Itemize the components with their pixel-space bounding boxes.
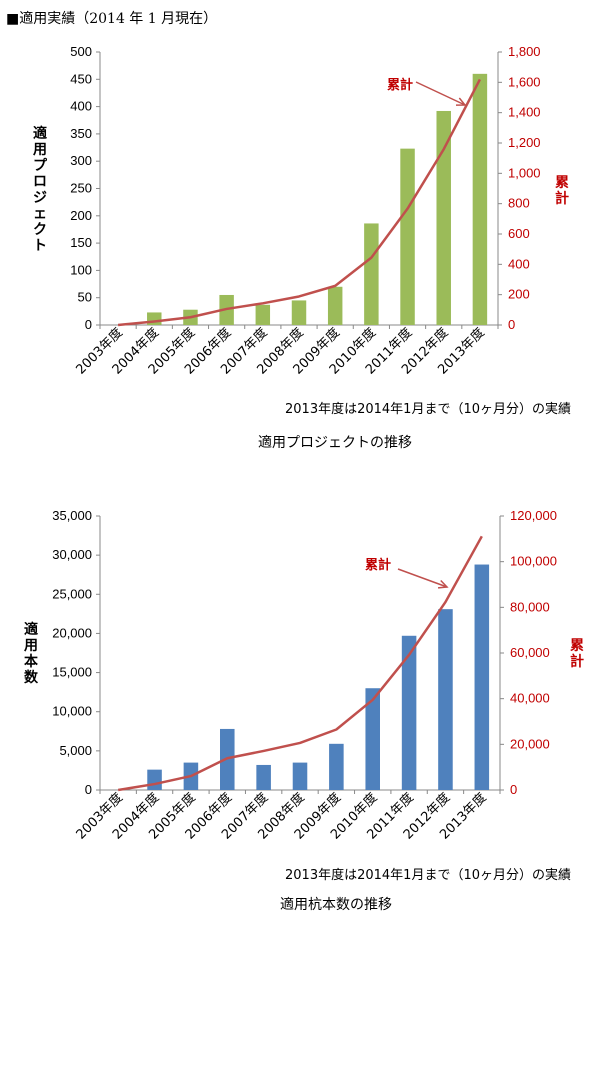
bar <box>472 73 488 325</box>
bar <box>327 286 343 325</box>
right-tick-label: 40,000 <box>510 691 550 706</box>
bar <box>292 762 308 790</box>
chart-caption: 適用プロジェクトの推移 <box>258 435 412 451</box>
chart-note: 2013年度は2014年1月まで（10ヶ月分）の実績 <box>285 868 571 883</box>
left-tick-label: 500 <box>70 44 92 59</box>
left-tick-label: 100 <box>70 262 92 277</box>
right-tick-label: 400 <box>508 256 530 271</box>
cumulative-line <box>117 535 483 792</box>
right-tick-label: 100,000 <box>510 554 557 569</box>
bar <box>364 223 379 325</box>
right-tick-label: 1,800 <box>508 44 541 59</box>
pile-chart: 0 5,000 10,000 15,000 20,000 25,000 30,000 35,0… <box>0 500 600 920</box>
left-axis-label: 適用プロジェクト <box>33 126 47 254</box>
bar <box>400 148 415 325</box>
right-tick-label: 1,200 <box>508 135 541 150</box>
pile-chart-plot: 0 5,000 10,000 15,000 20,000 25,000 30,000 35,0… <box>52 508 557 843</box>
right-tick-label: 200 <box>508 287 530 302</box>
left-tick-label: 150 <box>70 235 92 250</box>
bar <box>329 743 344 790</box>
left-tick-label: 250 <box>70 181 92 196</box>
annotation-arrow-line <box>397 568 448 588</box>
bar <box>436 110 451 325</box>
right-tick-label: 60,000 <box>510 645 550 660</box>
right-tick-label: 600 <box>508 226 530 241</box>
bar <box>147 769 162 790</box>
left-tick-label: 10,000 <box>52 704 92 719</box>
left-tick-label: 0 <box>85 317 92 332</box>
right-tick-label: 20,000 <box>510 736 550 751</box>
bar <box>255 304 271 325</box>
cumulative-annotation: 累計 <box>365 558 392 573</box>
annotation-arrow-head <box>455 97 467 106</box>
chart-caption: 適用杭本数の推移 <box>280 897 392 913</box>
left-tick-label: 0 <box>85 782 92 797</box>
left-tick-label: 35,000 <box>52 508 92 523</box>
chart-note: 2013年度は2014年1月まで（10ヶ月分）の実績 <box>285 402 571 417</box>
cumulative-line <box>117 78 482 327</box>
annotation-arrow-line <box>415 81 466 106</box>
bar <box>256 764 271 790</box>
left-tick-label: 400 <box>70 99 92 114</box>
right-axis-label: 累計 <box>570 638 584 670</box>
right-tick-label: 1,000 <box>508 165 541 180</box>
left-tick-label: 15,000 <box>52 665 92 680</box>
annotation-arrow-head <box>437 580 449 589</box>
left-tick-label: 30,000 <box>52 547 92 562</box>
project-chart-plot: 0 50 100 150 200 250 300 350 400 450 500 0 200 400 600… <box>70 44 541 378</box>
bar <box>474 564 490 790</box>
bar <box>291 300 307 325</box>
right-tick-label: 120,000 <box>510 508 557 523</box>
left-tick-label: 20,000 <box>52 625 92 640</box>
bar <box>401 635 417 790</box>
left-tick-label: 450 <box>70 71 92 86</box>
left-axis-label: 適用本数 <box>24 622 38 686</box>
left-tick-label: 5,000 <box>59 743 92 758</box>
right-tick-label: 1,400 <box>508 105 541 120</box>
right-tick-label: 1,600 <box>508 74 541 89</box>
right-tick-label: 0 <box>510 782 517 797</box>
right-tick-label: 0 <box>508 317 515 332</box>
right-axis-label: 累計 <box>555 175 569 207</box>
left-tick-label: 350 <box>70 126 92 141</box>
bar <box>438 609 453 790</box>
project-chart: 0 50 100 150 200 250 300 350 400 450 500 0 200 400 600… <box>0 30 600 470</box>
bar <box>365 688 380 790</box>
right-tick-label: 800 <box>508 196 530 211</box>
left-tick-label: 200 <box>70 208 92 223</box>
right-tick-label: 80,000 <box>510 599 550 614</box>
page-title: ■適用実績（2014 年 1 月現在） <box>6 11 218 27</box>
cumulative-annotation: 累計 <box>387 78 414 93</box>
left-tick-label: 25,000 <box>52 586 92 601</box>
left-tick-label: 300 <box>70 153 92 168</box>
left-tick-label: 50 <box>78 290 92 305</box>
